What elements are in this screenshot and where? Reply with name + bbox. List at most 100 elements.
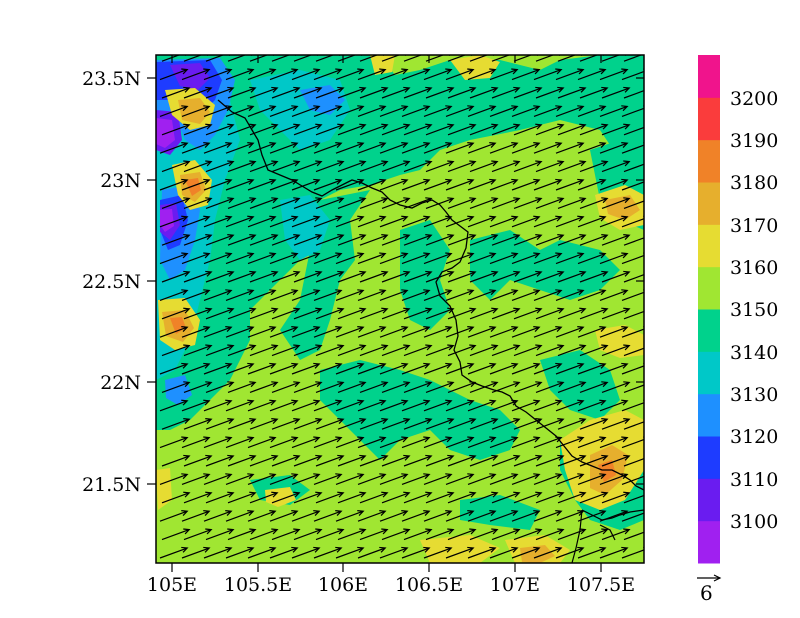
wind-arrow (247, 142, 277, 154)
colorbar-swatch (698, 478, 720, 522)
wind-arrow (535, 123, 565, 136)
wind-arrow (181, 142, 211, 154)
wind-arrow (161, 197, 191, 209)
wind-arrow (467, 68, 497, 81)
wind-arrow (445, 289, 475, 301)
wind-arrow (489, 362, 519, 375)
wind-arrow (357, 362, 387, 375)
wind-arrow (359, 160, 389, 173)
wind-arrow (489, 142, 519, 154)
wind-arrow (557, 491, 587, 504)
wind-arrow (271, 307, 301, 320)
wind-arrow (359, 270, 389, 283)
wind-arrow (557, 307, 587, 320)
colorbar-label: 3100 (730, 511, 778, 533)
wind-arrow (623, 458, 644, 467)
wind-arrow (621, 473, 644, 485)
wind-arrow (357, 289, 387, 301)
wind-arrow (315, 197, 345, 209)
wind-arrow (445, 68, 475, 81)
wind-arrow (557, 197, 587, 209)
wind-arrow (423, 215, 453, 228)
wind-arrow (491, 123, 521, 136)
wind-arrow (359, 528, 389, 541)
wind-arrow (337, 307, 367, 320)
wind-arrow (227, 234, 257, 246)
wind-arrow (621, 289, 644, 301)
wind-arrow (227, 197, 257, 209)
wind-arrow (557, 86, 587, 99)
wind-arrow (379, 510, 409, 522)
wind-arrow (511, 399, 541, 412)
wind-arrow (599, 289, 629, 301)
wind-arrow (469, 160, 499, 173)
wind-arrow (533, 289, 563, 301)
wind-arrow (447, 160, 477, 173)
wind-arrow (425, 270, 455, 283)
wind-arrow (533, 473, 563, 485)
wind-arrow (293, 86, 323, 99)
wind-arrow (359, 197, 389, 209)
wind-arrow (205, 307, 235, 320)
lat-label: 23N (100, 170, 141, 192)
wind-arrow (249, 307, 279, 320)
wind-arrow (423, 142, 453, 154)
lon-label: 106E (318, 574, 368, 596)
wind-arrow (467, 546, 497, 559)
wind-arrow (445, 436, 475, 449)
reference-vector-arrowhead (713, 574, 722, 582)
wind-arrow (403, 160, 433, 173)
wind-arrow (621, 546, 644, 559)
wind-arrow (335, 326, 365, 338)
wind-arrow (535, 55, 561, 62)
wind-arrow (381, 454, 411, 467)
wind-arrow (315, 454, 345, 467)
wind-arrow (181, 546, 211, 559)
wind-arrow (269, 436, 299, 449)
wind-arrow (423, 546, 453, 559)
wind-arrow (535, 344, 565, 357)
wind-arrow (425, 528, 455, 541)
wind-arrow (381, 418, 411, 430)
wind-arrow (623, 126, 644, 136)
wind-arrow (313, 362, 343, 375)
wind-arrow (183, 491, 213, 504)
wind-arrow (359, 418, 389, 430)
wind-arrow (293, 307, 323, 320)
wind-arrow (513, 528, 543, 541)
wind-arrow (357, 510, 387, 522)
wind-arrow (225, 436, 255, 449)
wind-arrow (357, 546, 387, 559)
wind-arrow (401, 436, 431, 449)
wind-arrow (601, 86, 631, 99)
wind-arrow (337, 491, 367, 504)
wind-arrow (159, 473, 189, 485)
wind-arrow (159, 142, 189, 154)
colorbar-label: 3160 (730, 257, 778, 279)
wind-arrow (535, 270, 565, 283)
wind-arrow (159, 399, 189, 412)
wind-arrow (533, 362, 563, 375)
wind-arrow (623, 384, 644, 393)
wind-arrow (379, 362, 409, 375)
wind-arrow (401, 546, 431, 559)
wind-arrow (313, 68, 343, 81)
wind-arrow (447, 454, 477, 467)
wind-arrow (247, 436, 277, 449)
wind-arrow (577, 178, 607, 191)
wind-arrow (291, 473, 321, 485)
wind-arrow (313, 142, 343, 154)
wind-arrow (579, 381, 609, 393)
wind-arrow (557, 234, 587, 246)
wind-arrow (379, 436, 409, 449)
axis-ticks (147, 55, 644, 572)
wind-arrow (313, 289, 343, 301)
wind-arrow (623, 274, 644, 283)
wind-arrow (335, 473, 365, 485)
wind-arrow (381, 160, 411, 173)
wind-arrow (359, 234, 389, 246)
wind-arrow (337, 270, 367, 283)
wind-arrow (183, 454, 213, 467)
wind-arrow (337, 86, 367, 99)
wind-arrow (577, 326, 607, 338)
